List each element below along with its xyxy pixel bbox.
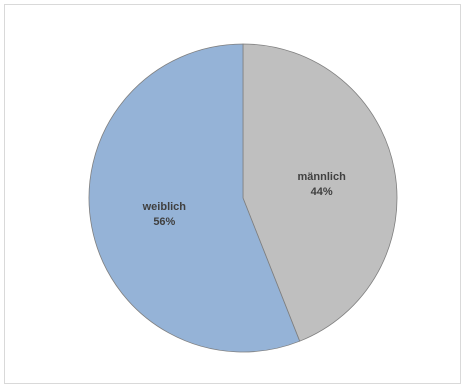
pie-label-männlich: männlich 44% (298, 171, 347, 198)
pie-label-percent: 44% (311, 186, 333, 198)
pie-label-weiblich: weiblich 56% (142, 201, 187, 228)
pie-slice-männlich (242, 43, 398, 342)
pie-slice-weiblich (88, 43, 301, 353)
pie-label-category: weiblich (142, 201, 187, 213)
pie-slices (88, 43, 398, 353)
pie-label-category: männlich (298, 171, 347, 183)
pie-label-percent: 56% (153, 216, 175, 228)
pie-labels: männlich 44% weiblich 56% (142, 171, 346, 228)
